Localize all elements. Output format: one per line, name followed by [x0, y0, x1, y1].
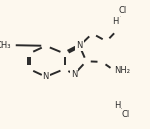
- Text: H: H: [112, 17, 119, 26]
- Text: Cl: Cl: [122, 110, 130, 119]
- Text: H: H: [114, 101, 120, 110]
- Text: CH₃: CH₃: [0, 41, 11, 50]
- Text: NH₂: NH₂: [114, 66, 130, 75]
- Text: N: N: [71, 70, 77, 79]
- Text: N: N: [76, 41, 83, 50]
- Text: N: N: [43, 72, 49, 81]
- Text: Cl: Cl: [119, 6, 127, 15]
